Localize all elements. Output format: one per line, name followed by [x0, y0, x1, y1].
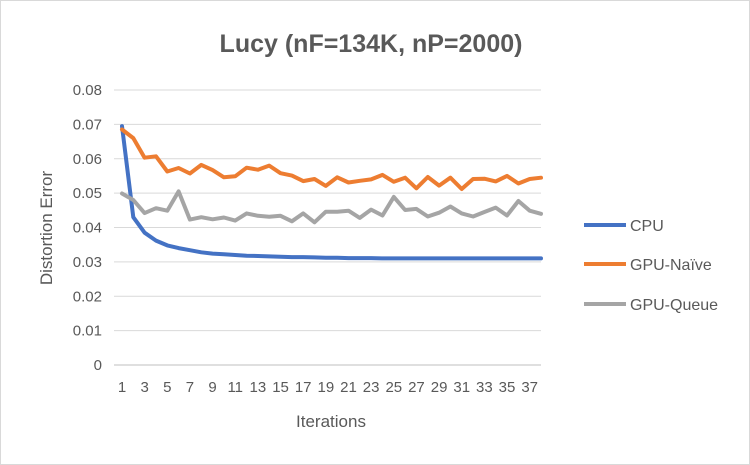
x-tick-label: 37 — [521, 379, 538, 396]
x-tick-label: 27 — [408, 379, 425, 396]
y-tick-label: 0.01 — [73, 323, 102, 340]
x-tick-label: 21 — [340, 379, 357, 396]
y-tick-label: 0 — [94, 357, 102, 374]
x-tick-label: 23 — [363, 379, 380, 396]
x-axis-ticks: 1 3 5 7 9 11 13 15 17 19 21 23 25 27 29 31 33 35 37 — [118, 379, 538, 396]
x-tick-label: 25 — [385, 379, 402, 396]
series-line-cpu — [120, 124, 543, 261]
series-line-gpu-queue — [120, 189, 543, 225]
y-tick-label: 0.05 — [73, 185, 102, 202]
x-tick-label: 31 — [453, 379, 470, 396]
legend-label-gpu-na-ve: GPU-Naïve — [630, 257, 712, 274]
x-tick-label: 17 — [295, 379, 312, 396]
y-axis-label: Distortion Error — [37, 171, 56, 286]
chart-title: Lucy (nF=134K, nP=2000) — [220, 30, 523, 58]
x-tick-label: 35 — [499, 379, 516, 396]
x-tick-label: 9 — [208, 379, 216, 396]
y-tick-label: 0.07 — [73, 116, 102, 133]
x-tick-label: 11 — [227, 379, 243, 396]
x-tick-label: 7 — [186, 379, 194, 396]
x-tick-label: 5 — [163, 379, 171, 396]
x-tick-label: 1 — [118, 379, 126, 396]
x-tick-label: 13 — [250, 379, 267, 396]
x-tick-label: 29 — [431, 379, 448, 396]
y-tick-label: 0.04 — [73, 220, 102, 237]
legend-label-gpu-queue: GPU-Queue — [630, 297, 718, 314]
gridlines — [114, 89, 541, 366]
x-axis-label: Iterations — [296, 412, 366, 431]
series-line-gpu-na-ve — [120, 127, 543, 191]
series-lines — [120, 124, 543, 261]
y-tick-label: 0.03 — [73, 254, 102, 271]
x-tick-label: 33 — [476, 379, 493, 396]
legend: CPU GPU-Naïve GPU-Queue — [584, 218, 718, 314]
x-tick-label: 3 — [140, 379, 148, 396]
y-tick-label: 0.06 — [73, 151, 102, 168]
y-tick-label: 0.08 — [73, 82, 102, 99]
x-tick-label: 15 — [272, 379, 289, 396]
y-axis-ticks: 0 0.01 0.02 0.03 0.04 0.05 0.06 0.07 0.08 — [73, 82, 102, 374]
y-tick-label: 0.02 — [73, 288, 102, 305]
legend-label-cpu: CPU — [630, 218, 664, 235]
x-tick-label: 19 — [317, 379, 334, 396]
